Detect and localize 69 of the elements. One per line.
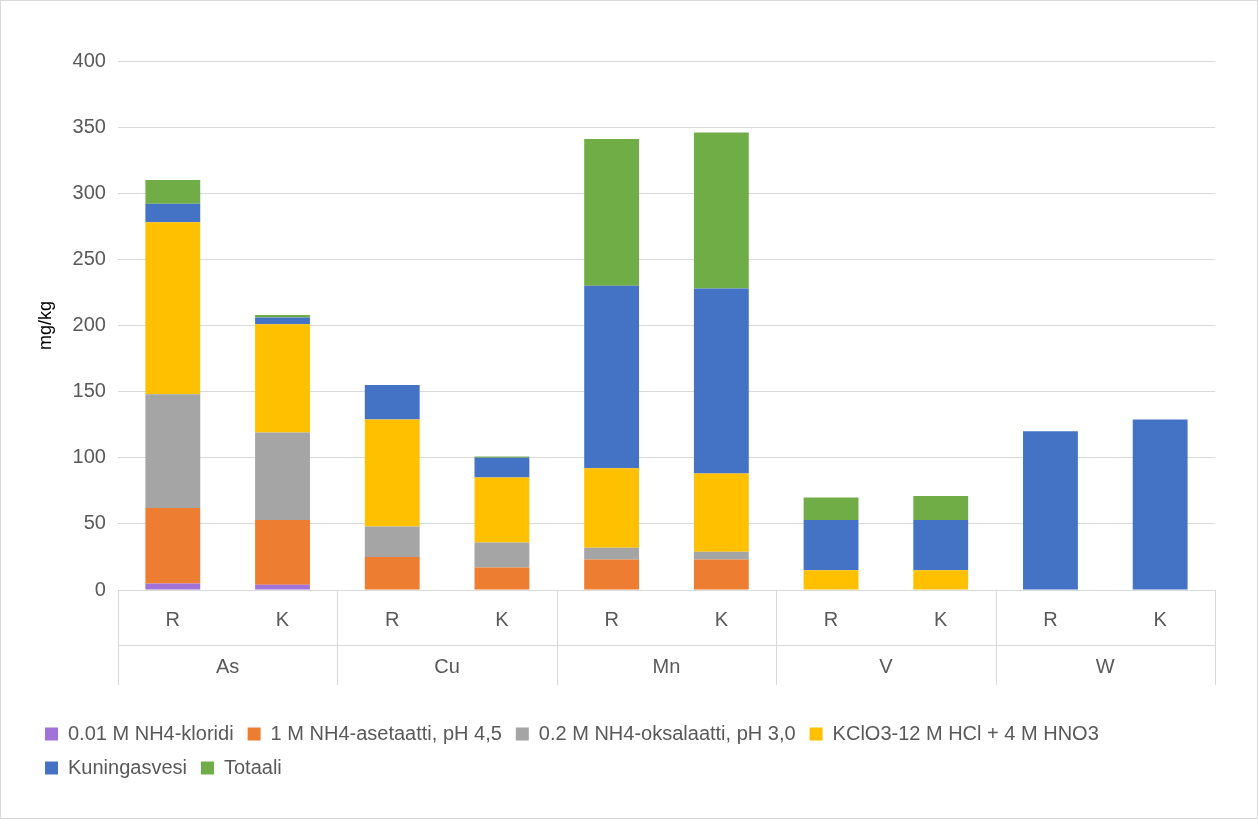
bar	[474, 542, 530, 568]
text: V	[879, 654, 894, 677]
bar	[584, 139, 640, 286]
bar	[913, 496, 969, 520]
y-tick-label: 50	[83, 511, 106, 534]
text: Mn	[652, 654, 681, 677]
y-tick-label: 350	[72, 114, 106, 137]
bar	[693, 559, 749, 590]
bar	[474, 477, 530, 543]
bar	[474, 567, 530, 590]
bar	[584, 468, 640, 548]
bar	[584, 559, 640, 590]
x-tick-label: K	[714, 607, 729, 630]
y-tick-label: 300	[72, 180, 106, 203]
bar	[584, 547, 640, 560]
bar	[693, 473, 749, 552]
bar	[693, 288, 749, 474]
x-tick-label: K	[934, 607, 949, 630]
bar	[255, 584, 310, 590]
legend-label: Totaali	[223, 755, 282, 778]
bar	[255, 432, 310, 520]
bar	[364, 385, 420, 420]
legend-label: 0.01 M NH4-kloridi	[68, 721, 234, 744]
x-tick-label: R	[604, 607, 619, 630]
bar	[803, 519, 859, 571]
bar	[913, 519, 969, 571]
bar	[1132, 419, 1188, 590]
bar	[145, 394, 201, 509]
y-tick-label: 400	[72, 48, 106, 71]
x-tick-label: R	[823, 607, 839, 630]
legend-label: KClO3-12 M HCl + 4 M HNO3	[832, 721, 1099, 744]
y-axis-title: mg/kg	[34, 300, 55, 351]
y-tick-label: 250	[72, 246, 106, 269]
y-tick-label: 0	[94, 577, 106, 600]
bar	[913, 570, 969, 590]
text: W	[1095, 654, 1115, 677]
bar	[474, 457, 530, 478]
bar	[255, 519, 310, 585]
bar	[364, 419, 420, 527]
bar	[1023, 431, 1078, 590]
bar	[145, 203, 201, 223]
y-tick-label: 100	[72, 445, 106, 468]
bar	[145, 180, 201, 204]
bar	[803, 497, 859, 520]
bar	[364, 526, 420, 557]
x-tick-label: K	[1153, 607, 1168, 630]
legend-label: 0.2 M NH4-oksalaatti, pH 3,0	[538, 721, 796, 744]
bar	[364, 556, 420, 590]
bar	[145, 583, 201, 590]
x-tick-label: R	[385, 607, 400, 630]
bar	[803, 570, 859, 590]
bar	[255, 314, 310, 318]
x-tick-label: R	[165, 607, 181, 630]
y-tick-label: 200	[72, 313, 106, 336]
bar	[693, 132, 749, 289]
x-tick-label: K	[275, 607, 290, 630]
legend-label: Kuningasvesi	[68, 755, 187, 778]
bar	[145, 222, 201, 395]
bar	[693, 551, 749, 560]
bar	[584, 285, 640, 469]
bar	[255, 317, 310, 325]
text: As	[216, 654, 240, 677]
text: Cu	[434, 654, 460, 677]
x-tick-label: R	[1043, 607, 1058, 630]
legend-label: 1 M NH4-asetaatti, pH 4,5	[270, 721, 502, 744]
bar	[145, 508, 201, 584]
x-tick-label: K	[495, 607, 510, 630]
y-tick-label: 150	[72, 379, 106, 402]
bar	[255, 324, 310, 433]
